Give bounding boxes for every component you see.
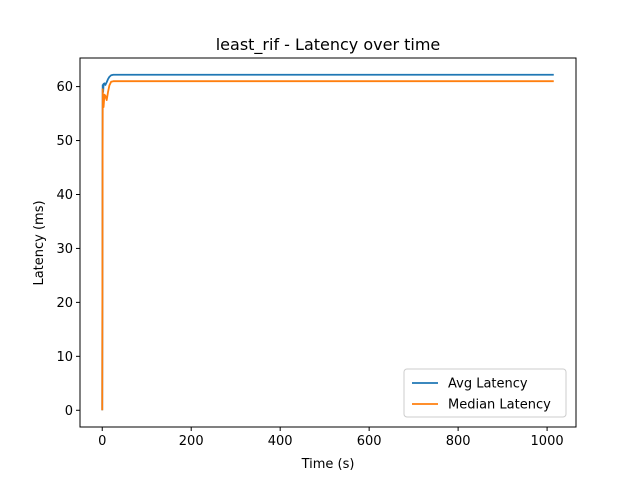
- x-tick-label: 1000: [531, 434, 564, 449]
- series-line-1: [101, 73, 554, 411]
- y-tick-label: 20: [56, 296, 73, 311]
- series-layer: [101, 73, 554, 411]
- x-tick-label: 600: [357, 434, 382, 449]
- legend-box: [403, 368, 567, 418]
- y-tick-label: 40: [56, 188, 73, 203]
- y-tick-label: 60: [56, 80, 73, 95]
- x-tick-label: 800: [446, 434, 471, 449]
- x-tick-label: 0: [98, 434, 106, 449]
- x-axis-label: Time (s): [301, 457, 355, 472]
- y-tick-label: 0: [65, 404, 73, 419]
- axes-layer: 0 200 400 600 800 1000 0 10 20 30 40 50 60: [56, 57, 577, 449]
- chart-title: least_rif - Latency over time: [216, 35, 441, 55]
- x-tick-label: 400: [268, 434, 293, 449]
- y-axis-label: Latency (ms): [32, 200, 47, 285]
- legend-label-2: Median Latency: [448, 398, 551, 413]
- y-tick-label: 50: [56, 134, 73, 149]
- x-tick-label: 200: [179, 434, 204, 449]
- series-line-2: [101, 80, 554, 411]
- legend: Avg Latency Median Latency: [403, 368, 567, 418]
- y-tick-label: 30: [56, 242, 73, 257]
- axes-frame: [79, 57, 577, 428]
- y-tick-label: 10: [56, 350, 73, 365]
- legend-label-1: Avg Latency: [448, 377, 528, 392]
